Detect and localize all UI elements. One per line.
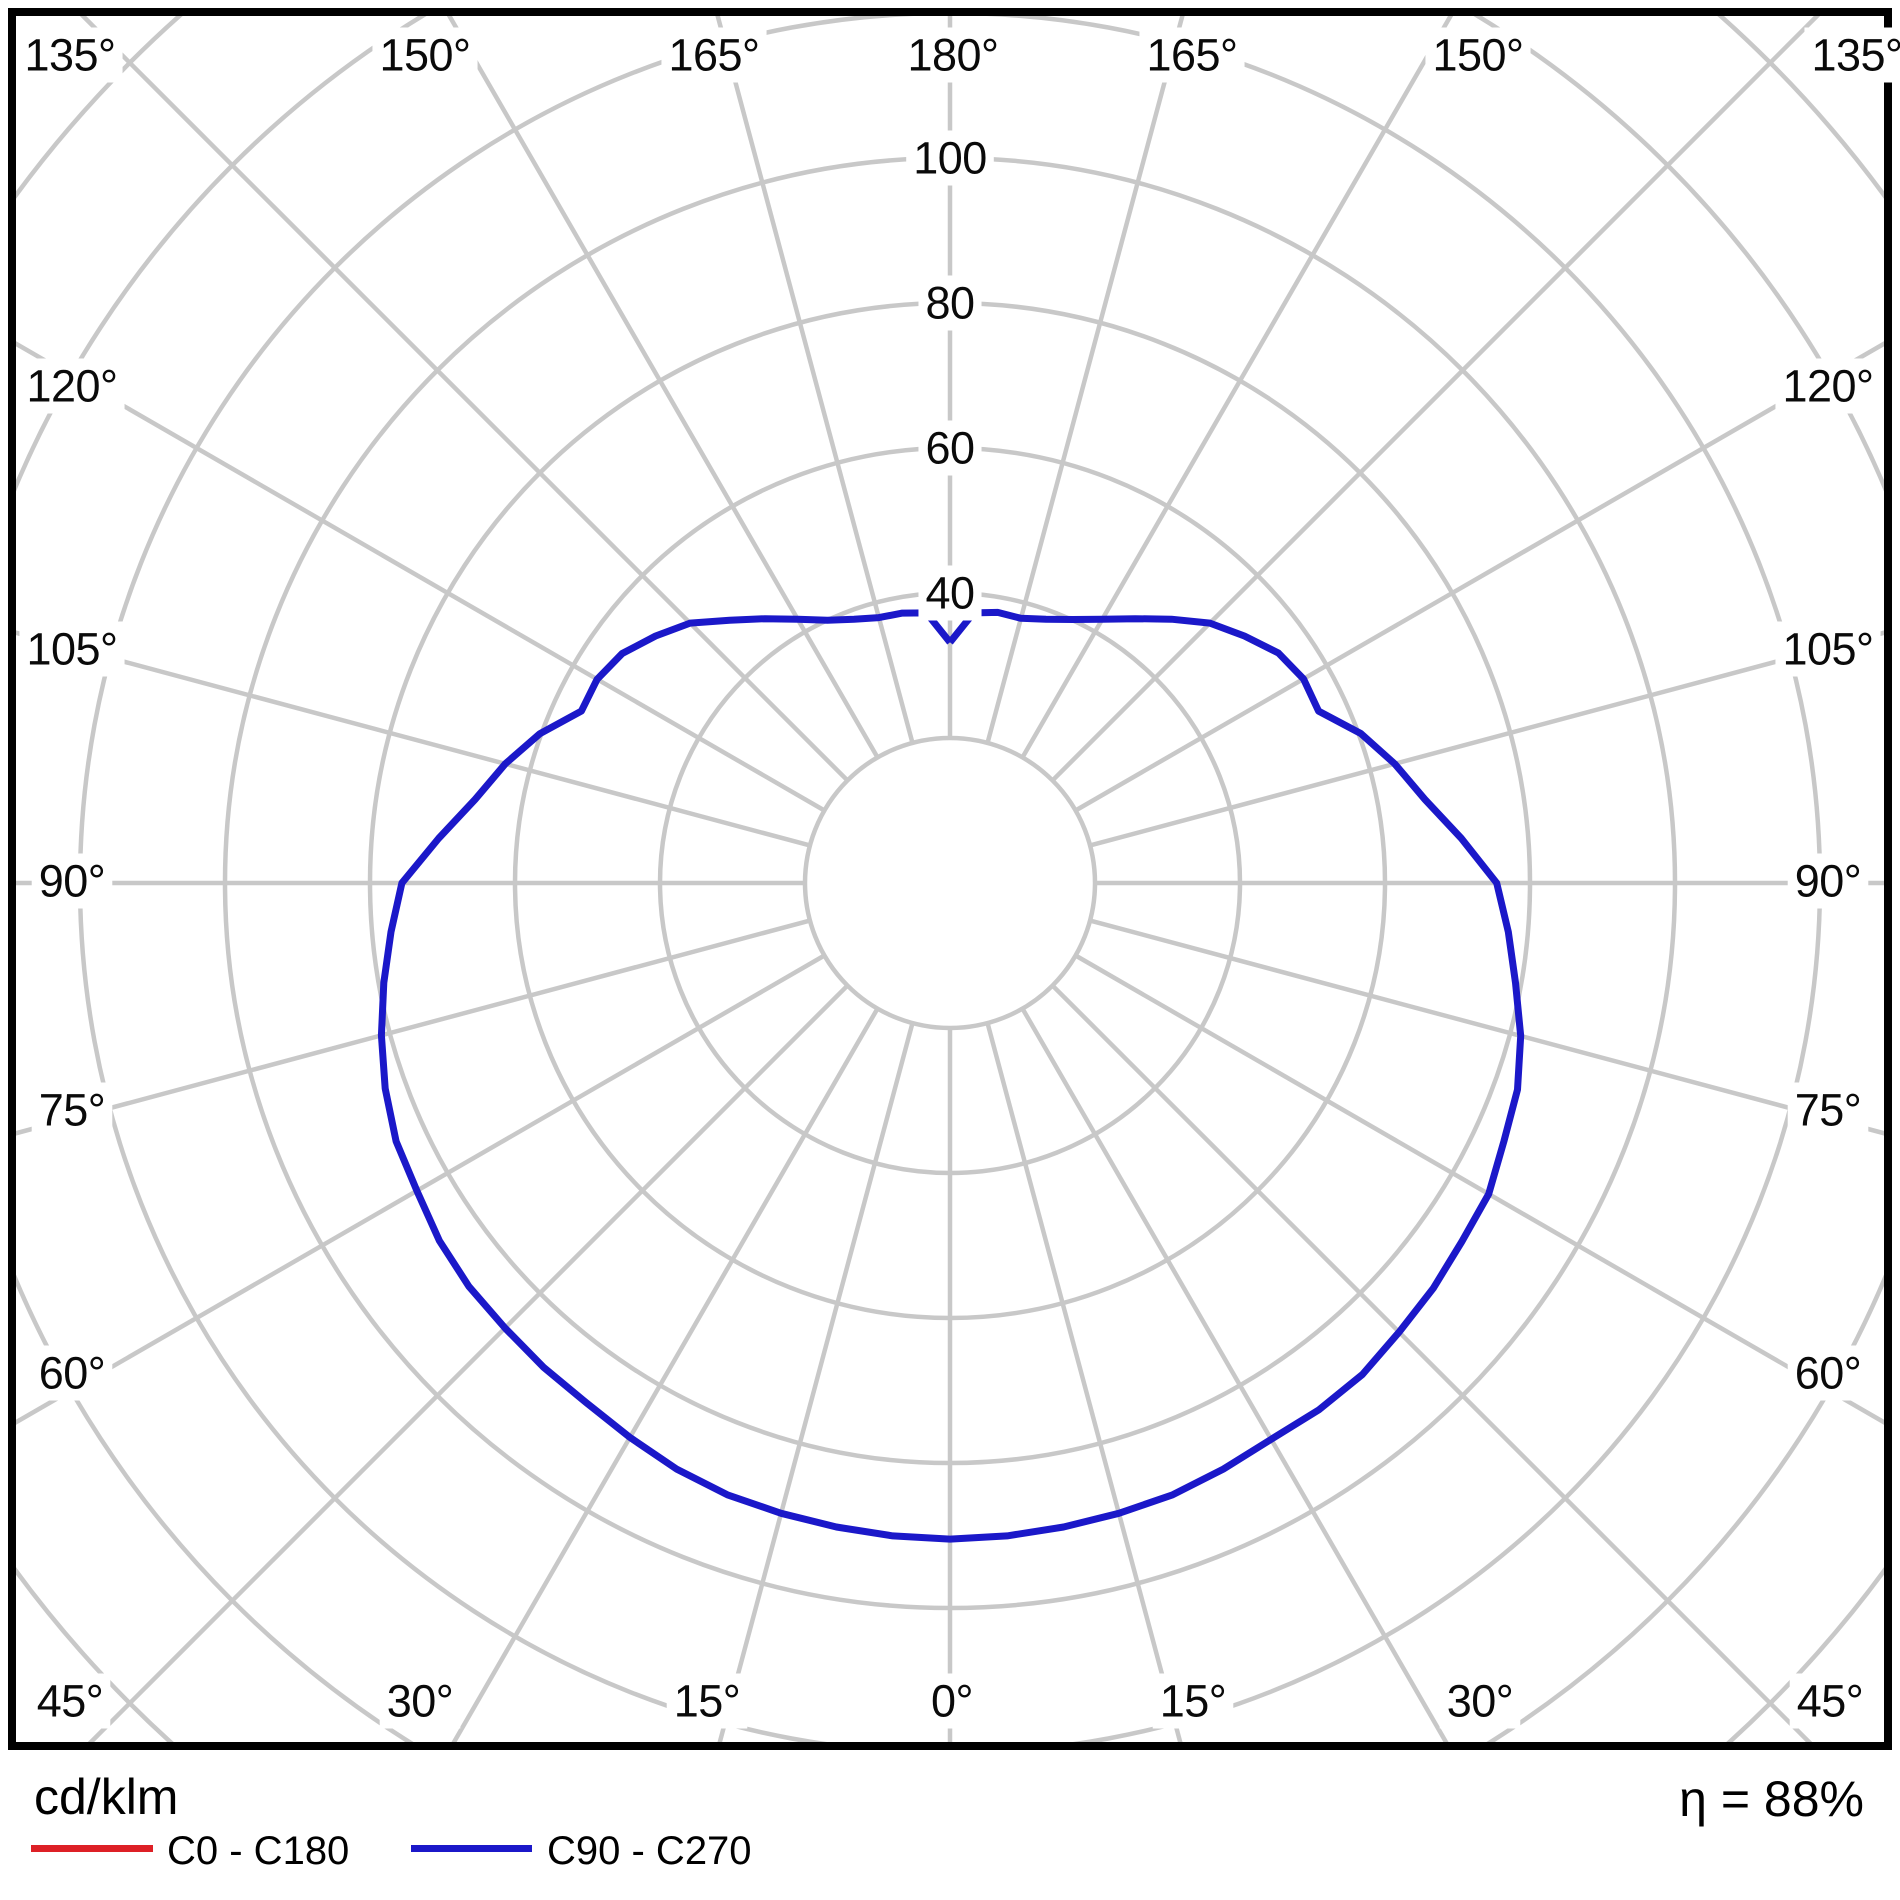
angle-tick-label-mask	[31, 853, 113, 909]
legend-line-c0-c180	[31, 1845, 153, 1852]
angle-tick-label-mask	[1139, 27, 1245, 83]
radial-tick-label: 80	[925, 278, 974, 329]
grid-ray	[1089, 630, 1884, 848]
grid-ray	[16, 953, 826, 1425]
grid-ray	[1050, 16, 1821, 783]
angle-tick-label: 105°	[1782, 624, 1873, 675]
angle-tick-label: 165°	[1146, 30, 1237, 81]
angle-tick-label-mask	[1425, 27, 1531, 83]
angle-tick-label: 120°	[1782, 361, 1873, 412]
angle-tick-label-mask	[372, 27, 478, 83]
grid-ray	[446, 16, 880, 759]
angle-tick-label: 105°	[26, 624, 117, 675]
angle-tick-label: 165°	[668, 30, 759, 81]
angle-tick-label: 60°	[1795, 1348, 1862, 1399]
angle-tick-label-mask	[29, 1673, 111, 1729]
angle-tick-label-mask	[923, 1673, 981, 1729]
grid-ray	[1074, 341, 1884, 813]
legend-line-c90-c270	[411, 1845, 532, 1852]
radial-tick-label: 60	[925, 423, 974, 474]
angle-tick-label: 75°	[1795, 1085, 1862, 1136]
grid-ray	[715, 16, 915, 744]
angle-tick-label-mask	[1787, 1082, 1869, 1138]
angle-tick-label: 15°	[1160, 1676, 1227, 1727]
grid-ray	[1020, 16, 1454, 759]
angle-tick-label-mask	[1152, 1673, 1234, 1729]
grid-ray	[16, 341, 826, 813]
angle-tick-label-mask	[1789, 1673, 1871, 1729]
grid-ray	[1074, 953, 1884, 1425]
angle-tick-label-mask	[1439, 1673, 1521, 1729]
grid-ray	[985, 16, 1185, 744]
angle-tick-label-mask	[661, 27, 767, 83]
angle-tick-label: 90°	[1795, 856, 1862, 907]
radial-tick-label-mask	[918, 565, 982, 621]
angle-tick-label: 15°	[674, 1676, 741, 1727]
angle-tick-label-mask	[17, 27, 123, 83]
angle-tick-label: 135°	[1811, 30, 1900, 81]
grid-ray	[1020, 1007, 1449, 1742]
angle-tick-label-mask	[1775, 358, 1881, 414]
angle-tick-label: 0°	[931, 1676, 973, 1727]
angle-tick-label: 75°	[39, 1085, 106, 1136]
radial-tick-label-mask	[906, 130, 994, 186]
angle-tick-label: 180°	[907, 30, 998, 81]
angle-tick-label: 45°	[37, 1676, 104, 1727]
radial-tick-label-mask	[918, 275, 982, 331]
angle-tick-label: 60°	[39, 1348, 106, 1399]
angle-tick-label-mask	[1804, 27, 1900, 83]
curve-c90-c270	[377, 608, 1525, 1543]
grid-ray	[16, 630, 811, 848]
radial-tick-label: 100	[913, 133, 987, 184]
units-label: cd/klm	[34, 1769, 179, 1825]
grid-ray	[16, 918, 811, 1136]
angle-tick-label: 90°	[39, 856, 106, 907]
angle-tick-label: 150°	[1432, 30, 1523, 81]
angle-tick-label: 30°	[387, 1676, 454, 1727]
grid-ray	[717, 1022, 915, 1742]
angle-tick-label-mask	[900, 27, 1006, 83]
grid-ray	[1089, 918, 1884, 1136]
angle-tick-label: 135°	[24, 30, 115, 81]
grid-ray	[985, 1022, 1183, 1742]
angle-tick-label: 120°	[26, 361, 117, 412]
angle-tick-label: 30°	[1447, 1676, 1514, 1727]
angle-tick-label-mask	[1787, 853, 1869, 909]
angle-tick-label-mask	[1775, 621, 1881, 677]
angle-tick-label-mask	[1787, 1345, 1869, 1401]
grid-ray	[451, 1007, 880, 1742]
angle-tick-label-mask	[31, 1345, 113, 1401]
angle-tick-label: 45°	[1797, 1676, 1864, 1727]
angle-tick-label-mask	[666, 1673, 748, 1729]
radial-tick-labels: 40 60 80 100	[906, 130, 994, 621]
angle-tick-label: 150°	[379, 30, 470, 81]
angle-tick-label-mask	[31, 1082, 113, 1138]
radial-tick-label-mask	[918, 420, 982, 476]
radial-tick-label: 40	[925, 568, 974, 619]
intensity-curves	[377, 608, 1525, 1543]
angle-tick-label-mask	[379, 1673, 461, 1729]
legend-label-c90-c270: C90 - C270	[547, 1829, 752, 1873]
efficiency-label: η = 88%	[1679, 1771, 1864, 1827]
angle-tick-labels: 135° 150° 165° 180° 165° 150° 135° 120° 105° 90° 7…	[17, 27, 1900, 1729]
legend-label-c0-c180: C0 - C180	[167, 1829, 350, 1873]
angle-tick-label-mask	[19, 358, 125, 414]
angle-tick-label-mask	[19, 621, 125, 677]
